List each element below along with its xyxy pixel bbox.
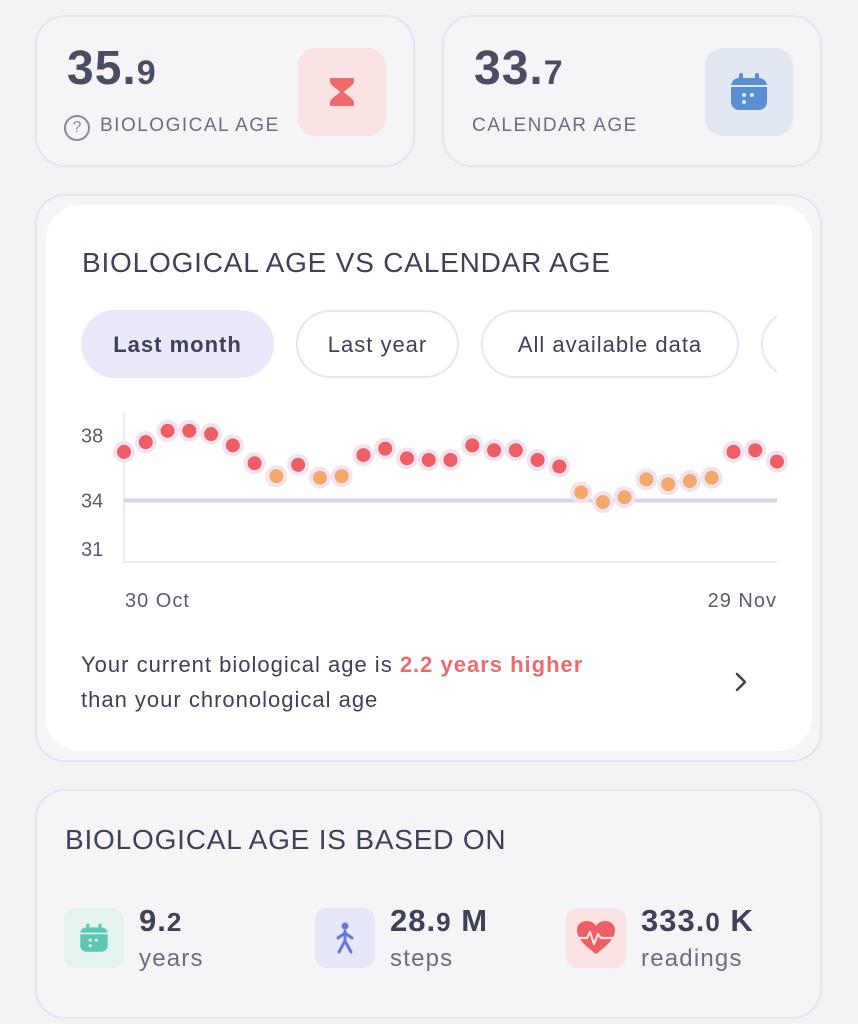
data-point[interactable] bbox=[395, 447, 418, 470]
data-point[interactable] bbox=[374, 437, 397, 460]
data-point[interactable] bbox=[504, 439, 527, 462]
data-point[interactable] bbox=[526, 448, 549, 471]
data-point[interactable] bbox=[265, 465, 288, 488]
data-point[interactable] bbox=[156, 419, 179, 442]
data-point[interactable] bbox=[287, 453, 310, 476]
tab-last-year[interactable]: Last year bbox=[296, 310, 459, 378]
data-point[interactable] bbox=[113, 440, 135, 463]
walking-person-icon bbox=[315, 908, 375, 968]
data-point[interactable] bbox=[352, 444, 375, 467]
data-point[interactable] bbox=[591, 491, 614, 514]
calendar-icon bbox=[64, 908, 124, 968]
data-point[interactable] bbox=[766, 450, 788, 473]
y-tick-label: 38 bbox=[81, 426, 103, 448]
biological-age-chart: 38 34 31 30 Oct 29 Nov bbox=[81, 413, 788, 612]
biological-age-label: BIOLOGICAL AGE bbox=[100, 115, 280, 136]
data-point[interactable] bbox=[330, 465, 353, 488]
data-point[interactable] bbox=[613, 486, 636, 509]
data-point[interactable] bbox=[308, 466, 331, 489]
data-point[interactable] bbox=[635, 468, 658, 491]
chart-title: BIOLOGICAL AGE VS CALENDAR AGE bbox=[82, 247, 611, 278]
hourglass-icon bbox=[298, 48, 386, 136]
metric-years: 9.2 years bbox=[64, 903, 294, 973]
help-icon[interactable]: ? bbox=[64, 115, 90, 141]
data-point[interactable] bbox=[570, 481, 593, 504]
data-point[interactable] bbox=[744, 439, 767, 462]
y-tick-label: 34 bbox=[81, 490, 103, 512]
data-point[interactable] bbox=[657, 473, 680, 496]
data-point[interactable] bbox=[439, 448, 462, 471]
data-point[interactable] bbox=[483, 439, 506, 462]
data-point[interactable] bbox=[134, 431, 157, 454]
based-on-card: BIOLOGICAL AGE IS BASED ON 9.2 years 28.… bbox=[35, 789, 822, 1019]
data-point[interactable] bbox=[200, 423, 223, 446]
data-point[interactable] bbox=[417, 448, 440, 471]
data-point[interactable] bbox=[722, 440, 745, 463]
calendar-icon bbox=[705, 48, 793, 136]
tab-more[interactable] bbox=[761, 310, 777, 378]
metric-steps-value: 28.9 M bbox=[390, 903, 489, 938]
metric-steps: 28.9 M steps bbox=[315, 903, 545, 973]
data-point[interactable] bbox=[678, 470, 701, 493]
data-point[interactable] bbox=[461, 434, 484, 457]
summary-text[interactable]: Your current biological age is 2.2 years… bbox=[81, 652, 584, 712]
biological-age-card[interactable]: 35.9 ? BIOLOGICAL AGE bbox=[35, 15, 415, 167]
data-point[interactable] bbox=[243, 452, 266, 475]
tab-last-month[interactable]: Last month bbox=[81, 310, 274, 378]
bio-vs-calendar-chart-card: BIOLOGICAL AGE VS CALENDAR AGE Last mont… bbox=[46, 205, 812, 751]
metric-years-value: 9.2 bbox=[139, 903, 183, 938]
chevron-right-icon[interactable] bbox=[734, 671, 748, 693]
x-tick-label-start: 30 Oct bbox=[125, 590, 190, 612]
x-tick-label-end: 29 Nov bbox=[708, 590, 777, 612]
data-point[interactable] bbox=[700, 466, 723, 489]
metric-readings-value: 333.0 K bbox=[641, 903, 754, 938]
calendar-age-label: CALENDAR AGE bbox=[472, 115, 638, 136]
calendar-age-value: 33.7 bbox=[474, 42, 564, 95]
metric-readings-label: readings bbox=[641, 945, 743, 972]
data-point[interactable] bbox=[221, 434, 244, 457]
metric-readings: 333.0 K readings bbox=[566, 903, 806, 973]
calendar-age-card[interactable]: 33.7 CALENDAR AGE bbox=[442, 15, 822, 167]
tab-all-available-data[interactable]: All available data bbox=[481, 310, 739, 378]
biological-age-value: 35.9 bbox=[67, 42, 157, 95]
y-tick-label: 31 bbox=[81, 539, 103, 561]
based-on-title: BIOLOGICAL AGE IS BASED ON bbox=[65, 824, 507, 855]
data-point[interactable] bbox=[548, 455, 571, 478]
heart-pulse-icon bbox=[566, 908, 626, 968]
metric-years-label: years bbox=[139, 945, 204, 972]
range-tabs: Last month Last year All available data bbox=[81, 310, 777, 380]
difference-highlight: 2.2 years higher bbox=[399, 652, 584, 677]
data-point[interactable] bbox=[178, 419, 201, 442]
metric-steps-label: steps bbox=[390, 945, 454, 972]
